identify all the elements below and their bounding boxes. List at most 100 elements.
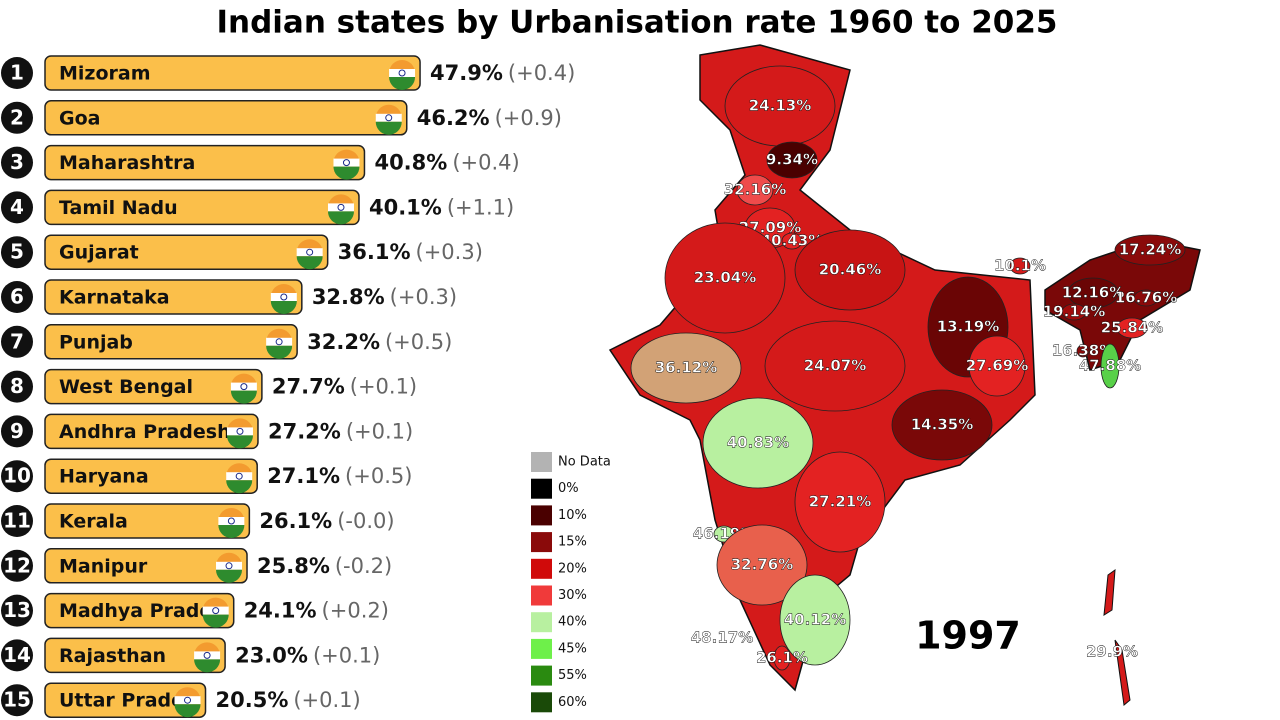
value-label: 25.8% (-0.2): [257, 554, 392, 578]
value-text: 24.1%: [244, 599, 317, 623]
bar: [44, 682, 207, 718]
flag-icon-wheel: [342, 159, 350, 167]
change-label: (+0.1): [350, 375, 417, 399]
flag-icon-green: [296, 256, 323, 270]
rank-badge: [1, 684, 33, 717]
map-region: [781, 232, 803, 250]
map-region-label: 27.21%: [809, 493, 871, 511]
map-region: [1067, 277, 1119, 309]
map-region-label: 10.1%: [994, 257, 1046, 275]
category-label: Punjab: [59, 331, 133, 353]
map-region: [1133, 289, 1159, 307]
category-label: Haryana: [59, 466, 149, 488]
year-label: 1997: [915, 614, 1021, 658]
map-region: [1114, 234, 1186, 266]
flag-icon-wheel: [385, 114, 393, 122]
rank-label: 12: [3, 553, 31, 577]
flag-icon-green: [226, 480, 253, 494]
map-region-label: 32.76%: [731, 556, 793, 574]
rank-badge: [1, 639, 33, 672]
rank-badge: [1, 549, 33, 582]
map-region: [736, 174, 774, 206]
change-label: (+0.3): [416, 240, 483, 264]
legend-swatch: [531, 665, 552, 686]
flag-icon-white: [194, 651, 221, 660]
change-label: (+0.9): [495, 106, 562, 130]
category-label: Tamil Nadu: [59, 197, 178, 219]
flag-icon-wheel: [225, 562, 233, 570]
value-text: 32.2%: [307, 330, 380, 354]
bar: [44, 458, 258, 494]
rank-badge: [1, 57, 33, 89]
category-label: Uttar Prades: [59, 690, 195, 712]
map-region: [773, 645, 791, 671]
flag-icon-white: [327, 203, 354, 212]
rank-badge: [1, 281, 33, 313]
map-region-label: 48.17%: [691, 629, 753, 647]
value-label: 27.7% (+0.1): [272, 375, 417, 399]
map-region: [716, 524, 808, 606]
bar: [44, 637, 226, 674]
rank-badge: [1, 325, 33, 358]
flag-icon-white: [270, 293, 297, 301]
map-region: [1100, 343, 1120, 389]
rank-badge: [1, 415, 33, 448]
value-text: 25.8%: [257, 554, 330, 578]
rank-label: 2: [10, 105, 24, 129]
value-label: 20.5% (+0.1): [216, 688, 361, 712]
value-label: 32.2% (+0.5): [307, 330, 452, 354]
map-region: [764, 320, 906, 412]
change-label: (+0.3): [390, 285, 457, 309]
bar: [44, 100, 408, 136]
flag-icon-white: [389, 69, 416, 77]
rank-badge: [1, 101, 33, 134]
flag-icon-green: [218, 525, 245, 538]
flag-icon-green: [375, 121, 402, 135]
rank-label: 6: [10, 285, 24, 309]
category-label: West Bengal: [59, 376, 193, 398]
legend-swatch: [531, 558, 552, 579]
chart-title: Indian states by Urbanisation rate 1960 …: [216, 5, 1057, 41]
rank-label: 4: [10, 195, 24, 219]
legend-swatch: [531, 505, 552, 526]
bar: [44, 189, 360, 226]
bar: [44, 144, 366, 181]
bar: [44, 413, 259, 450]
map-region: [664, 222, 786, 334]
flag-icon-green: [230, 390, 257, 404]
flag-icon-wheel: [337, 203, 345, 211]
map-region-label: 32.16%: [724, 181, 786, 199]
flag-icon-green: [174, 704, 201, 718]
map-region: [702, 397, 814, 489]
bar: [44, 55, 421, 91]
rank-badge: [1, 505, 33, 537]
value-text: 32.8%: [312, 285, 385, 309]
rank-badge: [1, 191, 33, 224]
value-text: 40.1%: [369, 195, 442, 219]
change-label: (+0.1): [346, 419, 413, 443]
flag-icon-white: [375, 113, 402, 122]
change-label: (+0.4): [452, 151, 519, 175]
flag-icon-green: [194, 659, 221, 673]
category-label: Karnataka: [59, 287, 170, 309]
map-region-label: 40.12%: [784, 611, 846, 629]
map-region-label: 23.04%: [694, 269, 756, 287]
rank-label: 14: [3, 643, 31, 667]
value-label: 40.1% (+1.1): [369, 195, 514, 219]
rank-label: 9: [10, 419, 24, 443]
flag-icon-white: [266, 337, 293, 346]
flag-icon-white: [226, 427, 253, 436]
flag-icon-wheel: [235, 472, 243, 480]
legend-label: 0%: [558, 481, 579, 496]
value-text: 47.9%: [430, 61, 503, 85]
value-text: 46.2%: [417, 106, 490, 130]
map-region-label: 24.13%: [749, 97, 811, 115]
category-label: Rajasthan: [59, 645, 166, 667]
map-region-label: 9.34%: [766, 151, 818, 169]
map-region-label: 16.38%: [1052, 342, 1114, 360]
value-label: 32.8% (+0.3): [312, 285, 457, 309]
flag-icon-wheel: [398, 69, 406, 77]
flag-icon-green: [226, 435, 253, 449]
rank-label: 8: [10, 374, 24, 398]
legend-label: 60%: [558, 695, 587, 710]
